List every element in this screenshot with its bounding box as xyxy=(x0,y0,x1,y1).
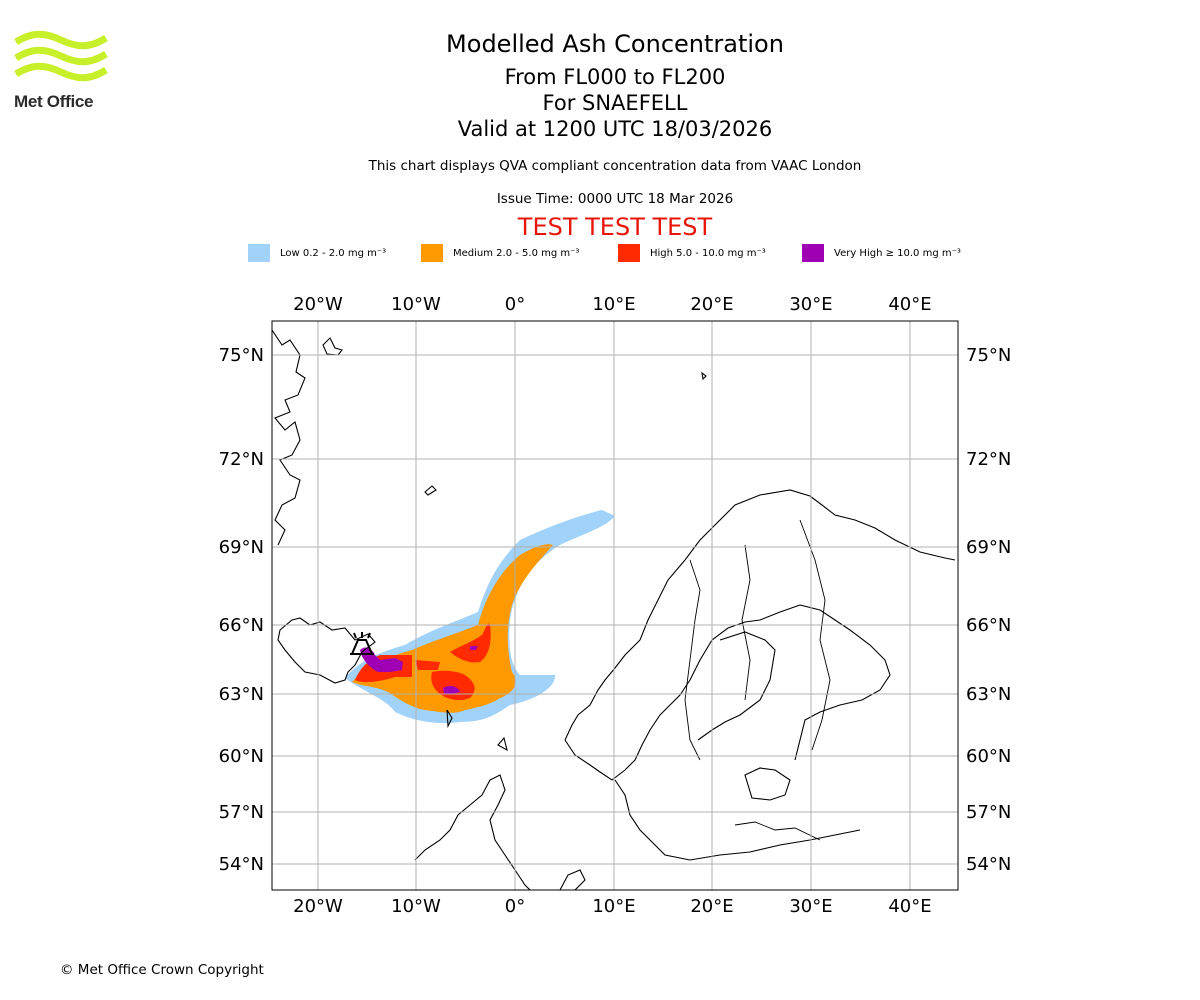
copyright-notice: © Met Office Crown Copyright xyxy=(60,962,264,978)
test-banner: TEST TEST TEST xyxy=(517,213,713,241)
lon-tick-label: 10°E xyxy=(592,896,635,917)
lon-labels-top: 20°W 10°W 0° 10°E 20°E 30°E 40°E xyxy=(293,294,931,315)
coastline-jan-mayen xyxy=(424,485,437,496)
coastline-uk xyxy=(414,774,531,890)
legend-swatch xyxy=(618,244,640,262)
map-background xyxy=(272,321,958,890)
chart-subtitle: This chart displays QVA compliant concen… xyxy=(368,158,862,174)
chart-meta: From FL000 to FL200 For SNAEFELL Valid a… xyxy=(315,64,915,142)
lat-tick-label: 63°N xyxy=(966,684,1011,705)
lat-tick-label: 60°N xyxy=(219,746,264,767)
lon-tick-label: 20°W xyxy=(293,294,343,315)
logo-text: Met Office xyxy=(14,92,94,111)
valid-time: Valid at 1200 UTC 18/03/2026 xyxy=(457,117,773,141)
chart-title: Modelled Ash Concentration xyxy=(446,30,784,58)
coastline-faroe xyxy=(446,709,453,729)
lon-tick-label: 10°E xyxy=(592,294,635,315)
coastline-estonia xyxy=(744,767,791,801)
lon-tick-label: 40°E xyxy=(888,294,931,315)
coastline-greenland xyxy=(272,329,306,546)
coastline-russia xyxy=(794,604,891,761)
level-range: From FL000 to FL200 xyxy=(504,65,726,89)
lon-tick-label: 20°E xyxy=(690,896,733,917)
border-sweden-finland xyxy=(741,544,751,701)
coastline-finland-west xyxy=(697,631,776,741)
lat-tick-label: 66°N xyxy=(966,615,1011,636)
legend-item-very-high: Very High ≥ 10.0 mg m⁻³ xyxy=(802,244,961,262)
lat-tick-label: 72°N xyxy=(966,449,1011,470)
lat-tick-label: 54°N xyxy=(966,854,1011,875)
coastline-greenland-island xyxy=(322,337,343,356)
lat-tick-label: 75°N xyxy=(219,345,264,366)
lon-tick-label: 10°W xyxy=(391,896,441,917)
lat-tick-label: 57°N xyxy=(219,802,264,823)
legend-swatch xyxy=(248,244,270,262)
lon-tick-label: 0° xyxy=(505,294,525,315)
legend-item-low: Low 0.2 - 2.0 mg m⁻³ xyxy=(248,244,386,262)
issue-time: Issue Time: 0000 UTC 18 Mar 2026 xyxy=(496,191,734,207)
coastline-denmark xyxy=(559,869,586,890)
lon-tick-label: 10°W xyxy=(391,294,441,315)
border-norway-sweden xyxy=(684,559,701,761)
legend-swatch xyxy=(421,244,443,262)
lon-labels-bottom: 20°W 10°W 0° 10°E 20°E 30°E 40°E xyxy=(293,896,931,917)
border-finland-russia xyxy=(799,519,831,751)
volcano-marker-icon xyxy=(350,632,374,655)
lat-tick-label: 69°N xyxy=(219,537,264,558)
lon-tick-label: 40°E xyxy=(888,896,931,917)
lat-tick-label: 72°N xyxy=(219,449,264,470)
coastlines xyxy=(272,329,956,890)
coastline-norway xyxy=(564,489,956,741)
coastline-bear-island xyxy=(701,371,707,381)
lat-tick-label: 75°N xyxy=(966,345,1011,366)
met-office-logo-icon xyxy=(14,30,108,82)
gridlines xyxy=(272,321,958,890)
lon-tick-label: 20°W xyxy=(293,896,343,917)
coastline-baltic xyxy=(614,779,861,861)
lat-labels-left: 75°N 72°N 69°N 66°N 63°N 60°N 57°N 54°N xyxy=(219,345,264,875)
lat-tick-label: 57°N xyxy=(966,802,1011,823)
lat-labels-right: 75°N 72°N 69°N 66°N 63°N 60°N 57°N 54°N xyxy=(966,345,1011,875)
legend-item-medium: Medium 2.0 - 5.0 mg m⁻³ xyxy=(421,244,579,262)
lon-tick-label: 0° xyxy=(505,896,525,917)
lon-tick-label: 30°E xyxy=(789,896,832,917)
coastline-shetland xyxy=(497,736,508,752)
volcano-name: For SNAEFELL xyxy=(542,91,688,115)
legend-label: Very High ≥ 10.0 mg m⁻³ xyxy=(834,247,961,259)
lat-tick-label: 69°N xyxy=(966,537,1011,558)
lat-tick-label: 54°N xyxy=(219,854,264,875)
map-frame xyxy=(271,320,959,891)
lat-tick-label: 63°N xyxy=(219,684,264,705)
legend-label: High 5.0 - 10.0 mg m⁻³ xyxy=(650,247,766,259)
lon-tick-label: 20°E xyxy=(690,294,733,315)
legend-swatch xyxy=(802,244,824,262)
lat-tick-label: 60°N xyxy=(966,746,1011,767)
legend-label: Medium 2.0 - 5.0 mg m⁻³ xyxy=(453,247,580,259)
legend-label: Low 0.2 - 2.0 mg m⁻³ xyxy=(280,247,387,259)
lat-tick-label: 66°N xyxy=(219,615,264,636)
lon-tick-label: 30°E xyxy=(789,294,832,315)
border-baltic-states xyxy=(734,821,821,841)
legend-item-high: High 5.0 - 10.0 mg m⁻³ xyxy=(618,244,766,262)
